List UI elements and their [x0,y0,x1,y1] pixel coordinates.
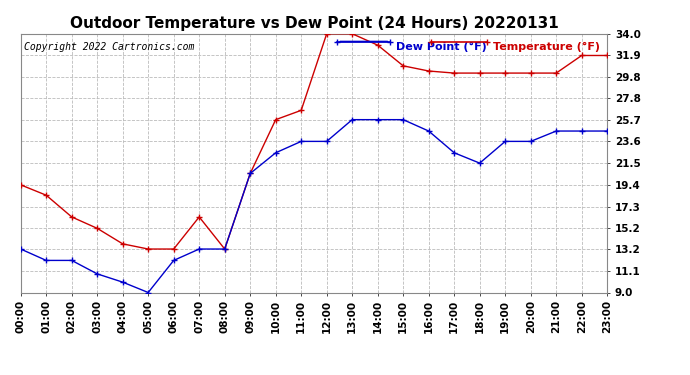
Text: Copyright 2022 Cartronics.com: Copyright 2022 Cartronics.com [23,42,194,51]
Title: Outdoor Temperature vs Dew Point (24 Hours) 20220131: Outdoor Temperature vs Dew Point (24 Hou… [70,16,558,31]
Text: Temperature (°F): Temperature (°F) [493,42,600,52]
Text: Dew Point (°F): Dew Point (°F) [396,42,487,52]
